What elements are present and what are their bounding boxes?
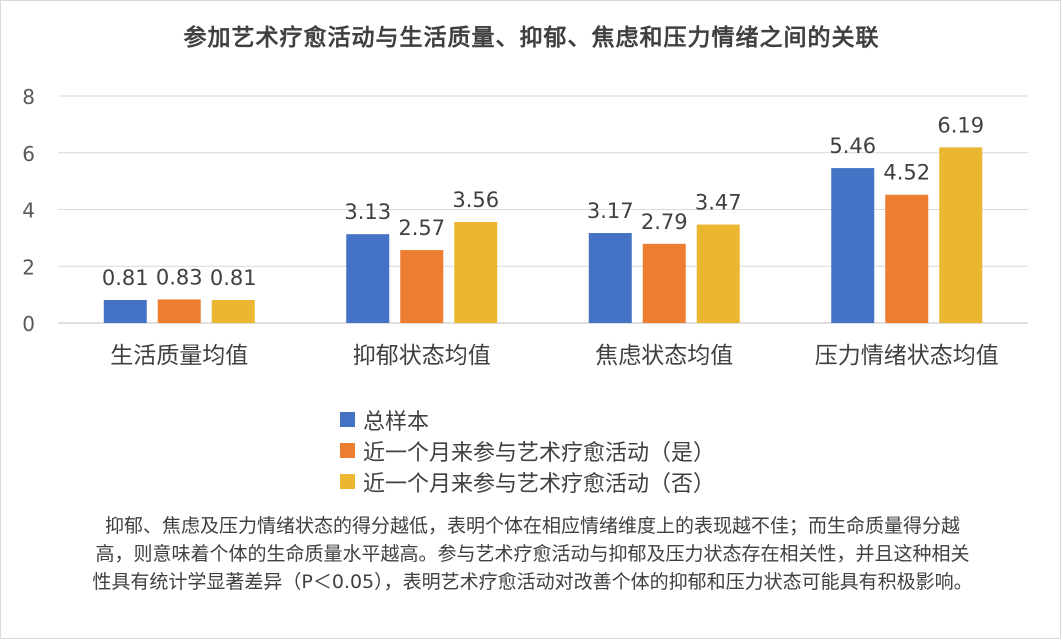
x-tick-label: 抑郁状态均值 [353,343,491,369]
y-tick-label: 2 [22,255,35,279]
data-label: 0.81 [210,266,257,290]
bar [696,224,740,323]
y-tick-label: 6 [22,142,35,166]
data-label: 3.17 [587,199,634,223]
bar [346,234,390,323]
data-label: 5.46 [829,134,876,158]
legend: 总样本 近一个月来参与艺术疗愈活动（是） 近一个月来参与艺术疗愈活动（否） [340,404,715,497]
data-label: 3.56 [452,188,499,212]
footnote: 抑郁、焦虑及压力情绪状态的得分越低，表明个体在相应情绪维度上的表现越不佳；而生命… [92,515,973,593]
bar [454,221,498,323]
data-label: 3.13 [344,200,391,224]
bar [103,300,147,323]
x-tick-label: 压力情绪状态均值 [815,343,999,369]
data-label: 6.19 [937,113,984,137]
bar [939,147,983,323]
bar [157,299,201,323]
legend-item-no: 近一个月来参与艺术疗愈活动（否） [340,466,715,497]
bar [211,300,255,323]
legend-swatch-total [340,412,355,427]
legend-swatch-yes [340,443,355,458]
legend-label-total: 总样本 [363,409,430,435]
legend-label-yes: 近一个月来参与艺术疗愈活动（是） [363,440,716,466]
chart-title: 参加艺术疗愈活动与生活质量、抑郁、焦虑和压力情绪之间的关联 [183,24,880,51]
x-tick-label: 焦虑状态均值 [595,343,733,369]
legend-item-total: 总样本 [340,404,715,435]
y-tick-label: 4 [22,199,35,223]
data-label: 2.57 [398,216,445,240]
bar [400,250,444,323]
data-label: 4.52 [883,161,930,185]
bar [831,168,875,323]
data-label: 3.47 [695,191,742,215]
bar [588,233,632,323]
legend-item-yes: 近一个月来参与艺术疗愈活动（是） [340,435,715,466]
bar [885,194,929,323]
y-tick-label: 0 [22,312,35,336]
data-label: 2.79 [641,210,688,234]
bar [642,243,686,323]
x-tick-label: 生活质量均值 [110,343,248,369]
y-tick-label: 8 [22,85,35,109]
legend-label-no: 近一个月来参与艺术疗愈活动（否） [363,471,716,497]
data-label: 0.83 [156,265,203,289]
legend-swatch-no [340,474,355,489]
data-label: 0.81 [102,266,149,290]
bar-chart: 0 2 4 6 8 0.81 0.83 0.81 生活质量均值 3.13 2.57 3.56 抑郁状态均… [22,85,1028,369]
